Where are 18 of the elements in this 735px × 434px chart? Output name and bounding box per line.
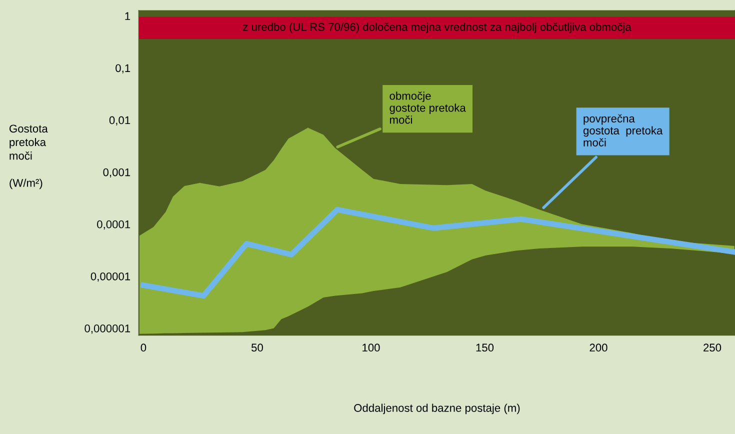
y-tick-label: 1 <box>125 12 130 20</box>
annotation: območje gostote pretoka moči <box>390 92 466 124</box>
y-tick-label: 0,001 <box>103 168 130 178</box>
x-tick-label: 250 <box>704 344 722 352</box>
x-tick-label: 0 <box>140 344 146 352</box>
x-tick-label: 100 <box>362 344 380 352</box>
annotation: povprečna gostota pretoka moči <box>583 114 663 146</box>
y-tick-label: 0,000001 <box>84 324 130 334</box>
x-tick-label: 50 <box>251 344 263 352</box>
y-tick-label: 0,01 <box>109 116 130 126</box>
x-tick-label: 200 <box>590 344 608 352</box>
text: Gostota pretoka moči (W/m²) <box>10 124 48 190</box>
y-tick-label: 0,1 <box>116 64 130 74</box>
x-tick-label: 150 <box>476 344 494 352</box>
y-tick-label: 0,00001 <box>90 272 130 282</box>
y-tick-label: 0,0001 <box>97 220 130 230</box>
band-label: z uredbo (UL RS 70/96) določena mejna vrednost za najbolj občutljiva območja <box>243 22 632 34</box>
x-axis-title: Oddaljenost od bazne postaje (m) <box>354 404 520 414</box>
